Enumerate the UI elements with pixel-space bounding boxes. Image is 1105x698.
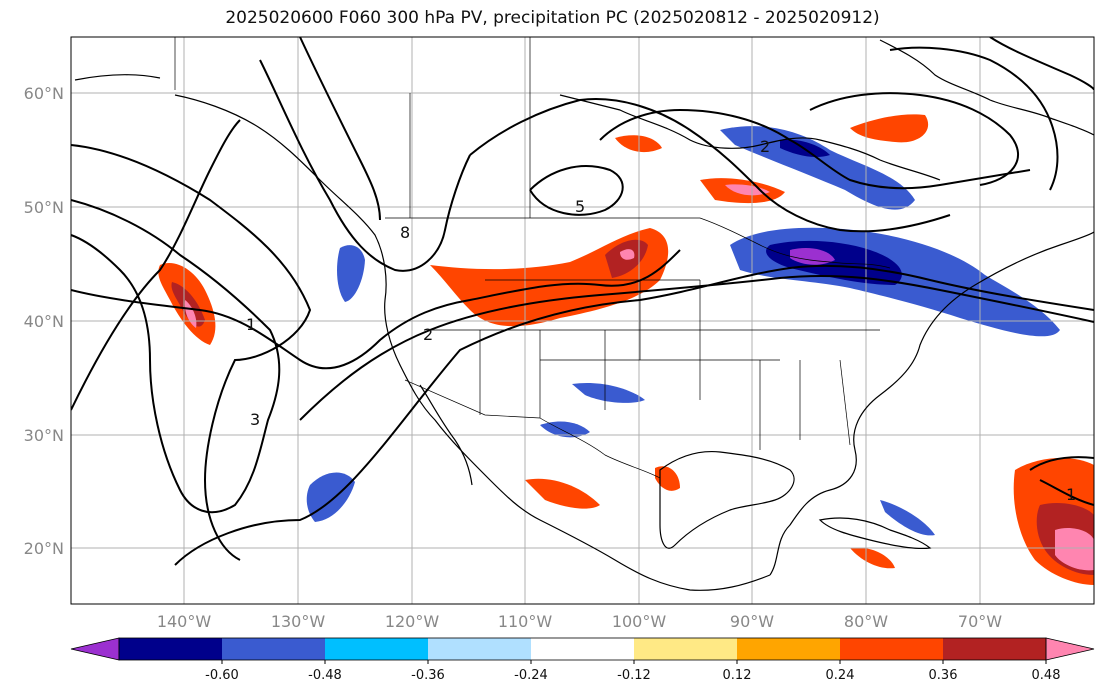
- precip-positive-mexico: [525, 478, 600, 509]
- colorbar-swatch: [119, 638, 222, 660]
- contour-label: 8: [400, 223, 410, 242]
- contour-label: 1: [246, 315, 256, 334]
- colorbar: -0.60 -0.48 -0.36 -0.24 -0.12 0.12 0.24 0.36 0.4…: [70, 637, 1095, 683]
- lat-label: 20°N: [24, 539, 64, 558]
- contour-label-group: 1 2 3 5 8 2 1: [246, 137, 1076, 504]
- map-frame: [70, 36, 1095, 605]
- lon-label: 110°W: [498, 612, 553, 631]
- colorbar-tick-label: 0.48: [1032, 668, 1061, 683]
- colorbar-tick-label: -0.48: [308, 668, 342, 683]
- precip-positive-gulf: [655, 466, 680, 491]
- lat-label: 40°N: [24, 312, 64, 331]
- colorbar-swatch: [737, 638, 840, 660]
- latitude-labels: 60°N 50°N 40°N 30°N 20°N: [24, 84, 64, 558]
- precip-negative-sw: [540, 421, 590, 438]
- colorbar-tick-label: -0.36: [411, 668, 445, 683]
- precip-positive-cuba: [850, 547, 895, 569]
- precip-positive-labrador: [850, 114, 929, 143]
- colorbar-tick-label: 0.24: [826, 668, 855, 683]
- contour-label: 1: [1066, 485, 1076, 504]
- precip-positive-hudson-core: [725, 184, 770, 196]
- colorbar-tick-label: -0.60: [205, 668, 239, 683]
- political-borders: [174, 37, 891, 479]
- lon-label: 70°W: [958, 612, 1002, 631]
- contour-label: 3: [250, 410, 260, 429]
- precip-negative-texas: [572, 382, 645, 403]
- colorbar-tick-label: -0.12: [617, 668, 651, 683]
- contour-label: 5: [575, 197, 585, 216]
- pv-contours: [71, 37, 1094, 566]
- lon-label: 100°W: [612, 612, 667, 631]
- precip-negative-coast: [337, 245, 365, 302]
- contour-label: 2: [760, 137, 770, 156]
- precip-negative-bahamas: [880, 500, 935, 536]
- colorbar-tick-label: 0.36: [929, 668, 958, 683]
- lon-label: 130°W: [271, 612, 326, 631]
- lat-label: 60°N: [24, 84, 64, 103]
- precip-blobs: [158, 114, 1094, 585]
- colorbar-frame: [118, 637, 1047, 661]
- map-title: 2025020600 F060 300 hPa PV, precipitatio…: [225, 8, 880, 28]
- colorbar-swatch: [325, 638, 428, 660]
- colorbar-swatch: [634, 638, 737, 660]
- lon-label: 80°W: [844, 612, 888, 631]
- colorbar-swatch: [222, 638, 325, 660]
- colorbar-extend-low: [70, 637, 120, 661]
- colorbar-tick-label: -0.24: [514, 668, 548, 683]
- colorbar-swatch: [428, 638, 531, 660]
- precip-positive-west-peak: [620, 249, 635, 260]
- colorbar-tick-label: 0.12: [723, 668, 752, 683]
- lat-label: 50°N: [24, 198, 64, 217]
- longitude-labels: 140°W 130°W 120°W 110°W 100°W 90°W 80°W …: [157, 612, 1002, 631]
- lat-label: 30°N: [24, 426, 64, 445]
- colorbar-swatch: [840, 638, 943, 660]
- contour-label: 2: [423, 325, 433, 344]
- colorbar-swatch: [943, 638, 1046, 660]
- colorbar-extend-high: [1045, 637, 1095, 661]
- lon-label: 140°W: [157, 612, 212, 631]
- lon-label: 120°W: [385, 612, 440, 631]
- lon-label: 90°W: [730, 612, 774, 631]
- precip-positive-atlantic-peak: [1055, 528, 1094, 571]
- colorbar-swatch: [531, 638, 634, 660]
- precip-negative-east-peak: [790, 248, 835, 265]
